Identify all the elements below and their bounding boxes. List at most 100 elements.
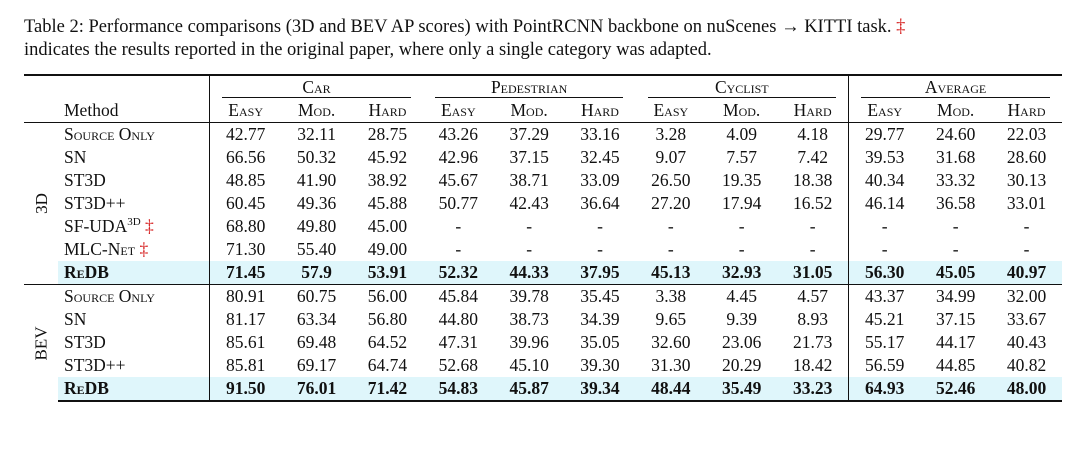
value-cell: 64.74 bbox=[367, 355, 408, 375]
dagger-symbol: ‡ bbox=[145, 216, 154, 236]
method-name: SN bbox=[64, 309, 87, 329]
table-row: ReDB 71.45 57.9 53.91 52.32 44.33 37.95 45.13 32… bbox=[24, 261, 1062, 285]
method-cell: ReDB bbox=[58, 377, 210, 402]
value-cell: 44.17 bbox=[935, 332, 976, 352]
value-cell: 35.49 bbox=[706, 377, 778, 402]
value-cell: 9.39 bbox=[726, 309, 757, 329]
value-cell: - bbox=[1023, 216, 1030, 236]
value-cell: 45.00 bbox=[367, 216, 408, 236]
method-cell: ST3D bbox=[58, 331, 210, 354]
value-cell: 26.50 bbox=[651, 170, 691, 190]
value-cell: 40.34 bbox=[848, 169, 921, 192]
group-header-cell: Average bbox=[848, 74, 1062, 99]
value-cell: 36.58 bbox=[935, 193, 976, 213]
table-row: MLC-Net ‡ 71.30 55.40 49.00- - - - - - - - - bbox=[24, 238, 1062, 261]
value-cell: 45.88 bbox=[367, 193, 408, 213]
method-cell: Source Only bbox=[58, 284, 210, 308]
value-cell: 52.46 bbox=[920, 377, 992, 402]
value-cell: 60.45 bbox=[209, 192, 282, 215]
value-cell: 44.33 bbox=[493, 261, 565, 285]
value-cell: 39.78 bbox=[493, 284, 565, 308]
value-cell: 45.84 bbox=[422, 284, 494, 308]
value-cell: 35.45 bbox=[564, 284, 636, 308]
value-cell: 38.92 bbox=[367, 170, 408, 190]
value-cell: 45.21 bbox=[848, 308, 921, 331]
method-name: ReDB bbox=[64, 262, 109, 282]
value-cell: 52.68 bbox=[438, 355, 478, 375]
value-cell: 80.91 bbox=[209, 284, 282, 308]
column-header: Hard bbox=[580, 100, 619, 120]
value-cell: 56.80 bbox=[367, 309, 408, 329]
value-cell: 41.90 bbox=[296, 170, 337, 190]
header-spacer bbox=[24, 74, 58, 99]
value-cell: 53.91 bbox=[352, 261, 423, 285]
table-row: SN 66.56 50.32 45.92 42.96 37.15 32.45 9.07 7.57… bbox=[24, 146, 1062, 169]
value-cell: - bbox=[597, 239, 603, 259]
value-cell: - bbox=[526, 239, 533, 259]
value-cell: 85.61 bbox=[209, 331, 282, 354]
value-cell: 33.09 bbox=[580, 170, 620, 190]
value-cell: 34.39 bbox=[580, 309, 620, 329]
method-name: SF-UDA bbox=[64, 216, 128, 236]
value-cell: 69.17 bbox=[296, 355, 337, 375]
column-header: Mod. bbox=[510, 100, 548, 120]
value-cell: - bbox=[809, 216, 816, 236]
column-header: Hard bbox=[793, 100, 832, 120]
value-cell: 36.64 bbox=[580, 193, 620, 213]
column-header: Easy bbox=[848, 99, 921, 123]
value-cell: - bbox=[455, 239, 462, 259]
column-header: Easy bbox=[440, 100, 476, 120]
table-row: ST3D++ 85.81 69.17 64.74 52.68 45.10 39.30 31.3… bbox=[24, 354, 1062, 377]
value-cell: 42.43 bbox=[509, 193, 549, 213]
value-cell: 56.00 bbox=[352, 284, 423, 308]
value-cell: 32.93 bbox=[706, 261, 778, 285]
value-cell: 44.80 bbox=[438, 309, 478, 329]
value-cell: 38.71 bbox=[509, 170, 549, 190]
method-cell: MLC-Net ‡ bbox=[58, 238, 210, 261]
column-header: Hard bbox=[1007, 100, 1046, 120]
value-cell: 37.15 bbox=[935, 309, 976, 329]
value-cell: 64.93 bbox=[848, 377, 921, 402]
value-cell: - bbox=[809, 239, 816, 259]
table-row: ST3D 85.61 69.48 64.52 47.31 39.96 35.05 32.60 2… bbox=[24, 331, 1062, 354]
value-cell: 20.29 bbox=[721, 355, 762, 375]
method-name: ST3D bbox=[64, 332, 106, 352]
value-cell: 66.56 bbox=[209, 146, 282, 169]
value-cell: 37.29 bbox=[493, 122, 565, 146]
table-row: BEV Source Only 80.91 60.75 56.00 45.84 39.78 3… bbox=[24, 284, 1062, 401]
value-cell: 4.09 bbox=[706, 122, 778, 146]
value-cell: 32.45 bbox=[580, 147, 620, 167]
value-cell: 3.28 bbox=[635, 122, 707, 146]
value-cell: 33.32 bbox=[935, 170, 976, 190]
value-cell: 33.23 bbox=[777, 377, 849, 402]
section-label-cell: BEV bbox=[24, 284, 58, 401]
method-cell: ST3D bbox=[58, 169, 210, 192]
value-cell: 29.77 bbox=[848, 122, 921, 146]
method-cell: ReDB bbox=[58, 261, 210, 285]
column-header: Easy bbox=[209, 99, 282, 123]
method-header: Method bbox=[64, 100, 119, 120]
value-cell: 7.42 bbox=[797, 147, 828, 167]
value-cell: 71.42 bbox=[352, 377, 423, 402]
value-cell: 91.50 bbox=[209, 377, 282, 402]
value-cell: 45.05 bbox=[920, 261, 992, 285]
caption-line-2: indicates the results reported in the or… bbox=[24, 40, 712, 60]
value-cell: - bbox=[1023, 239, 1030, 259]
value-cell: 45.13 bbox=[635, 261, 707, 285]
value-cell: 64.52 bbox=[367, 332, 408, 352]
value-cell: 4.57 bbox=[777, 284, 849, 308]
value-cell: 45.87 bbox=[493, 377, 565, 402]
value-cell: 17.94 bbox=[721, 193, 762, 213]
value-cell: - bbox=[848, 215, 921, 238]
value-cell: 48.44 bbox=[635, 377, 707, 402]
value-cell: 49.36 bbox=[296, 193, 337, 213]
method-name: ST3D++ bbox=[64, 355, 126, 375]
value-cell: 76.01 bbox=[281, 377, 353, 402]
column-header: Mod. bbox=[297, 100, 336, 120]
group-header: Average bbox=[861, 77, 1050, 98]
method-cell: SN bbox=[58, 146, 210, 169]
value-cell: 39.30 bbox=[580, 355, 620, 375]
value-cell: 27.20 bbox=[651, 193, 691, 213]
value-cell: 43.26 bbox=[422, 122, 494, 146]
value-cell: 68.80 bbox=[209, 215, 282, 238]
